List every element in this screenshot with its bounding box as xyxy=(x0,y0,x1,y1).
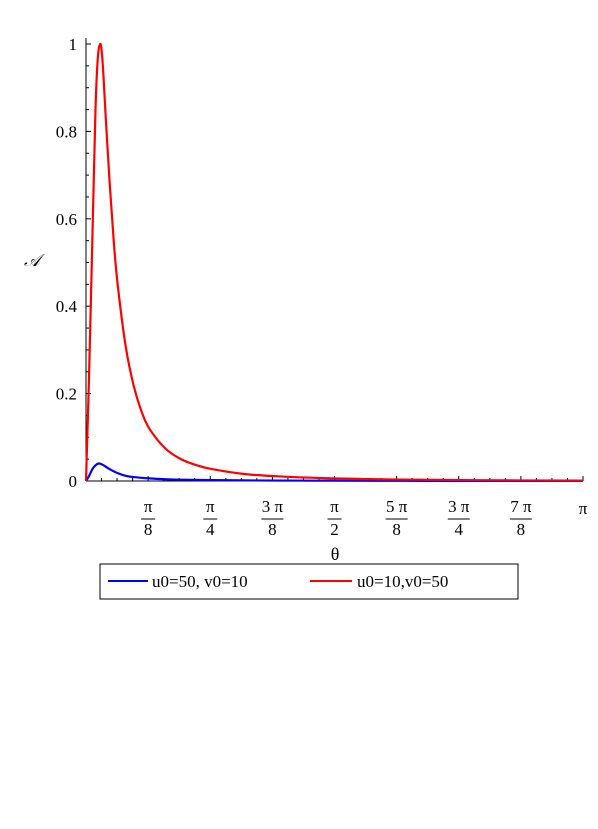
x-tick-denominator: 8 xyxy=(517,520,526,539)
y-tick-label: 0.8 xyxy=(56,122,77,141)
x-tick-numerator: π xyxy=(206,497,215,516)
series-lines xyxy=(84,42,584,483)
series-line-2 xyxy=(84,42,584,482)
x-tick-numerator: 3 π xyxy=(262,497,284,516)
axes xyxy=(85,38,583,482)
x-tick-denominator: 4 xyxy=(455,520,464,539)
y-tick-label: 0.2 xyxy=(56,385,77,404)
x-tick-numerator: 5 π xyxy=(386,497,408,516)
x-tick-label: π xyxy=(579,499,588,518)
x-tick-denominator: 4 xyxy=(206,520,215,539)
x-tick-denominator: 8 xyxy=(392,520,401,539)
y-tick-label: 1 xyxy=(69,35,78,54)
x-axis-label: θ xyxy=(331,544,340,564)
x-tick-numerator: 3 π xyxy=(448,497,470,516)
x-tick-denominator: 2 xyxy=(330,520,339,539)
x-tick-numerator: 7 π xyxy=(510,497,532,516)
y-ticks: 0 0.2 0.4 0.6 0.8 1 xyxy=(56,35,91,491)
x-ticks: π 8 π 4 3 π 8 π 2 5 π 8 3 π 4 7 π 8 π xyxy=(101,476,588,539)
x-tick-denominator: 8 xyxy=(268,520,277,539)
y-tick-label: 0 xyxy=(69,472,78,491)
legend-label-1: u0=50, v0=10 xyxy=(152,572,248,591)
x-tick-numerator: π xyxy=(330,497,339,516)
series-line-1 xyxy=(85,462,584,483)
y-tick-label: 0.4 xyxy=(56,297,78,316)
legend: u0=50, v0=10 u0=10,v0=50 xyxy=(99,563,519,600)
legend-box xyxy=(99,563,519,600)
y-tick-label: 0.6 xyxy=(56,210,77,229)
y-axis-label: 𝒜 xyxy=(24,251,45,271)
legend-label-2: u0=10,v0=50 xyxy=(357,572,448,591)
x-tick-denominator: 8 xyxy=(144,520,153,539)
x-tick-numerator: π xyxy=(144,497,153,516)
